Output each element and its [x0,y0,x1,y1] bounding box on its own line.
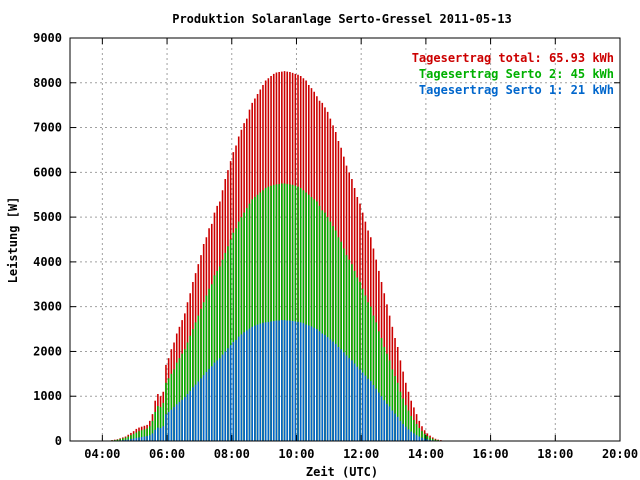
y-axis-label: Leistung [W] [6,197,20,284]
y-tick-label: 2000 [33,344,62,358]
y-tick-label: 8000 [33,76,62,90]
grid [70,38,620,441]
y-tick-label: 9000 [33,31,62,45]
y-tick-label: 6000 [33,165,62,179]
axis-ticks: 0 1000 2000 3000 4000 5000 6000 7000 8000 9000 04:… [33,31,638,461]
x-tick-label: 12:00 [343,447,379,461]
legend-entry: Tagesertrag total: 65.93 kWh [412,51,614,65]
y-tick-label: 4000 [33,255,62,269]
chart-title: Produktion Solaranlage Serto-Gressel 201… [172,12,512,26]
series-2 [111,183,445,441]
y-tick-label: 3000 [33,300,62,314]
x-tick-label: 16:00 [473,447,509,461]
x-tick-label: 14:00 [408,447,444,461]
plot-frame [69,37,621,442]
x-tick-label: 08:00 [214,447,250,461]
x-tick-label: 18:00 [537,447,573,461]
y-tick-label: 7000 [33,121,62,135]
x-tick-label: 20:00 [602,447,638,461]
x-axis-label: Zeit (UTC) [306,465,378,479]
legend-entry: Tagesertrag Serto 1: 21 kWh [419,83,614,97]
x-tick-label: 04:00 [84,447,120,461]
series-1 [111,71,445,441]
series-3 [111,320,445,441]
legend: Tagesertrag total: 65.93 kWh Tagesertrag … [412,51,614,97]
y-tick-label: 5000 [33,210,62,224]
bars [111,71,445,441]
x-tick-label: 06:00 [149,447,185,461]
y-tick-label: 0 [55,434,62,448]
legend-entry: Tagesertrag Serto 2: 45 kWh [419,67,614,81]
y-tick-label: 1000 [33,389,62,403]
x-tick-label: 10:00 [278,447,314,461]
